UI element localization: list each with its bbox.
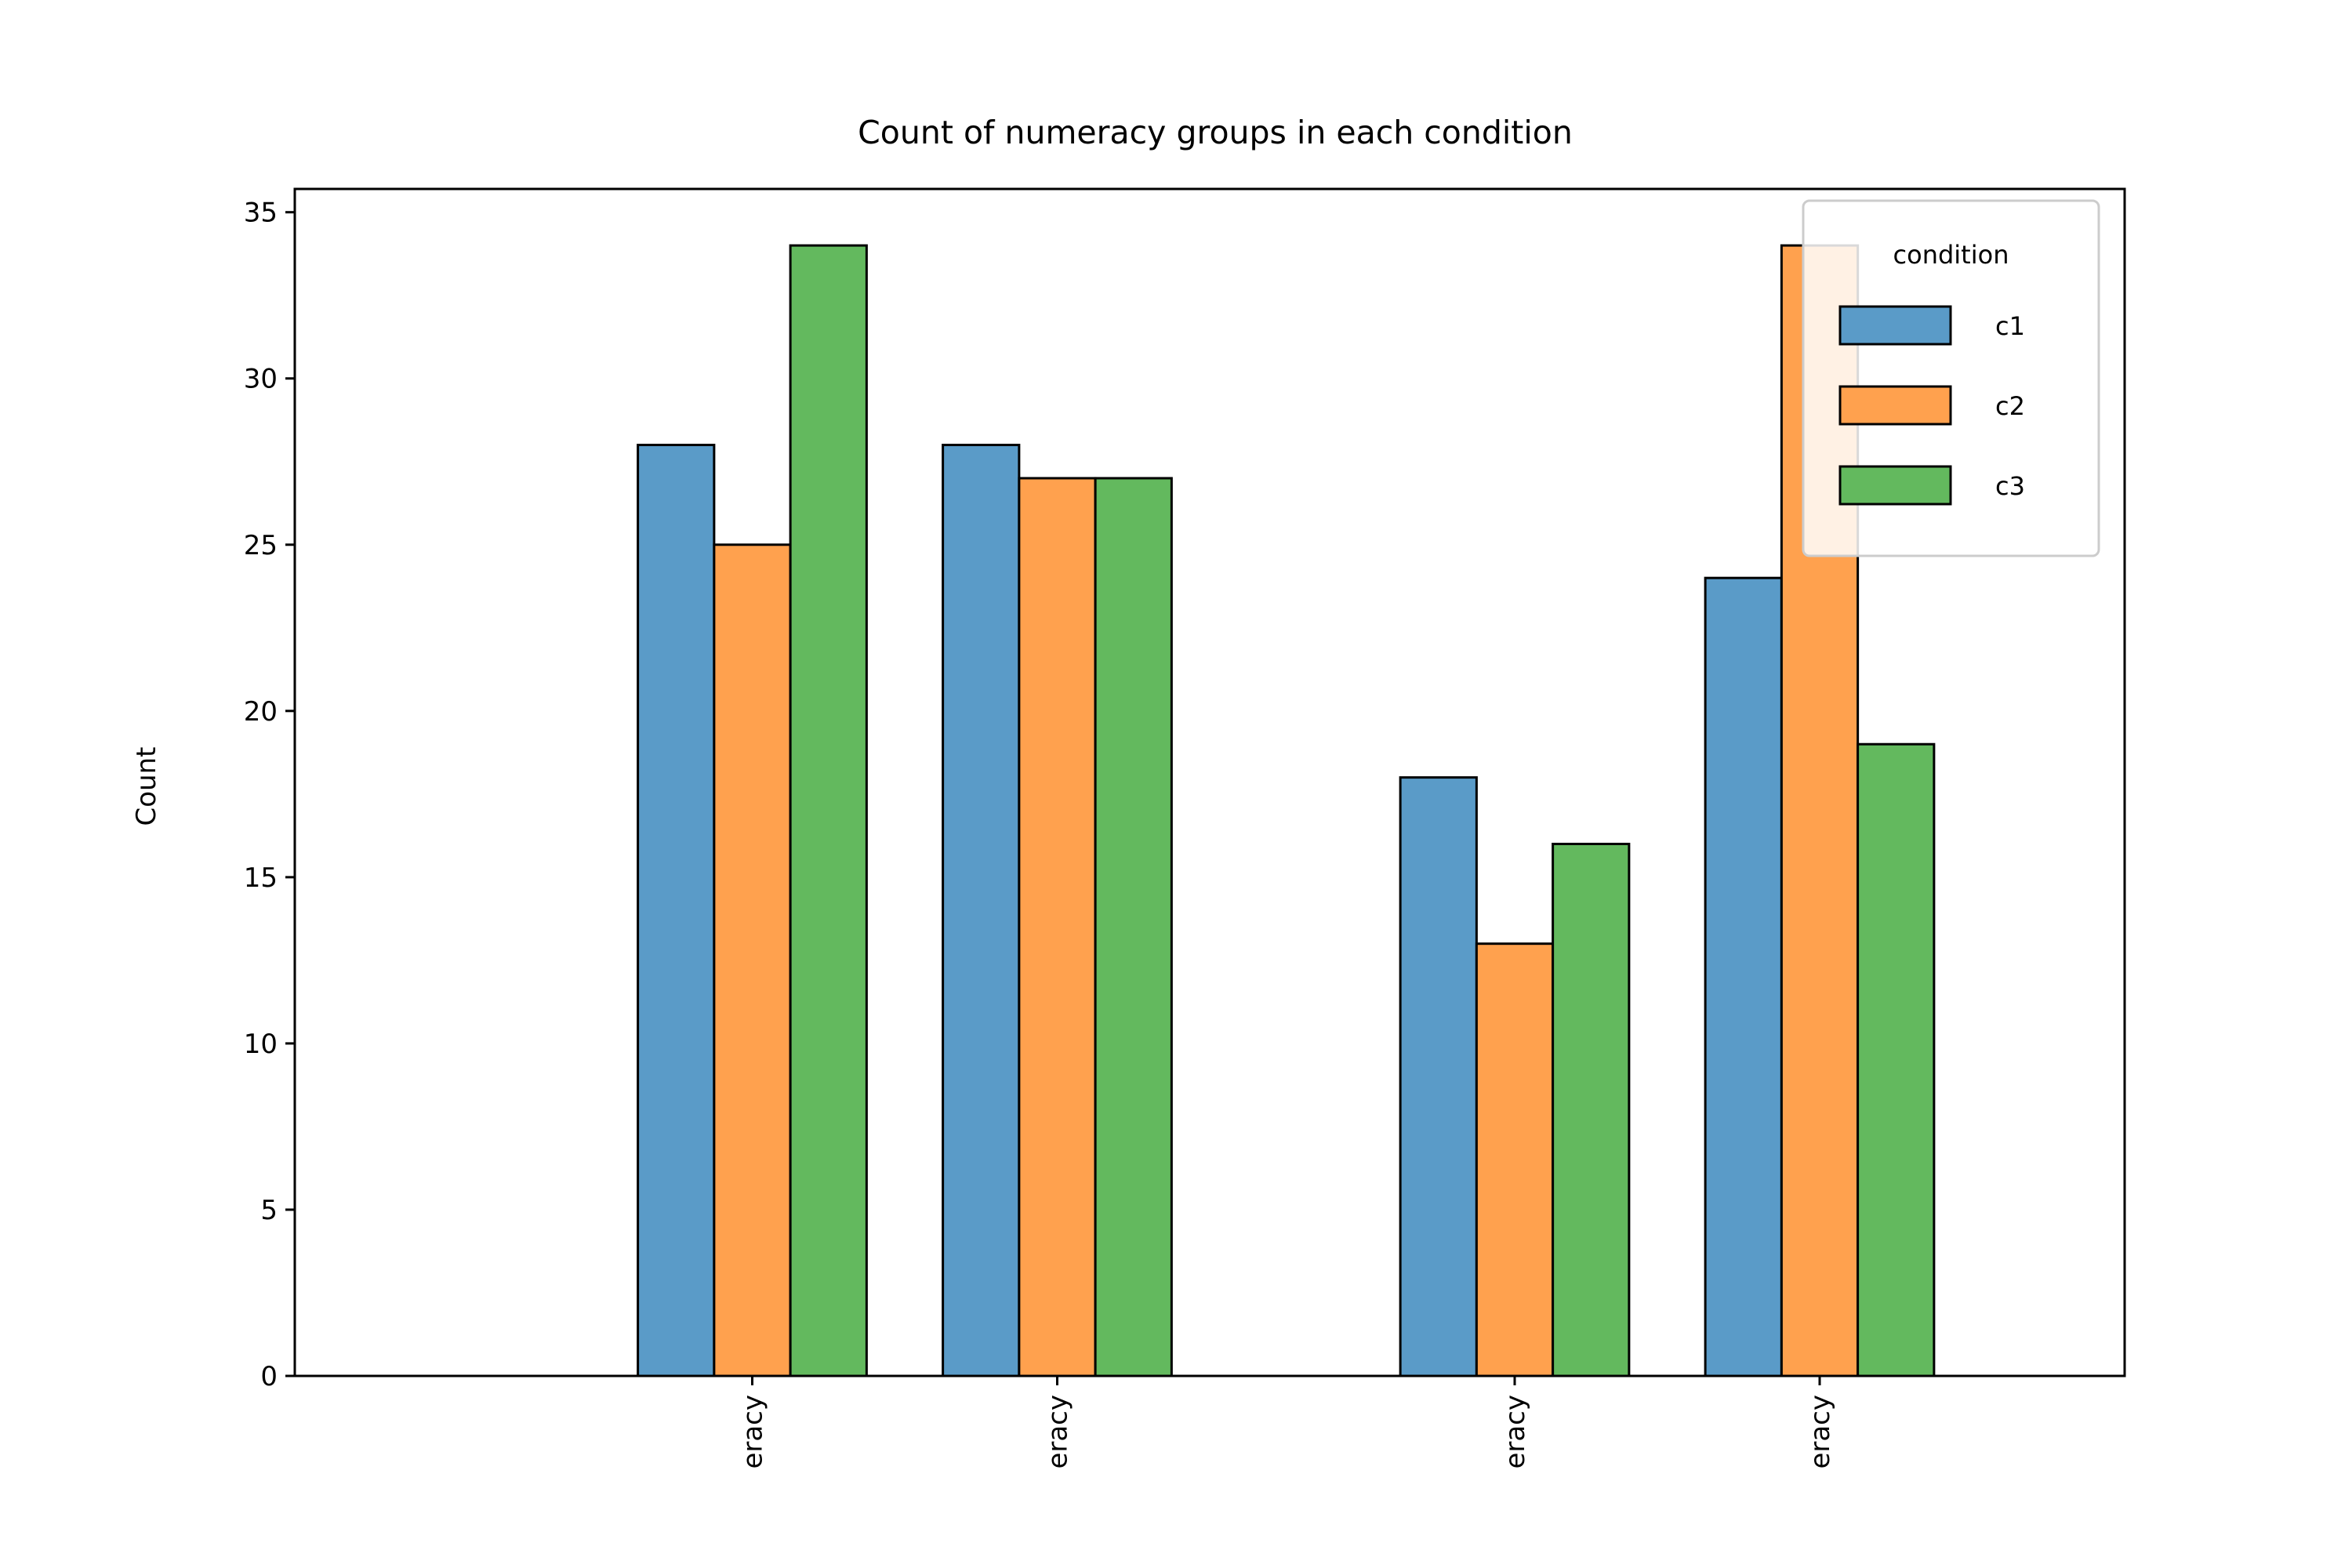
bar-c3-1 xyxy=(1094,477,1173,1377)
bar-c2-2 xyxy=(1475,942,1555,1377)
legend-title: condition xyxy=(1893,240,2009,270)
y-ticks-group: 0 5 10 15 20 25 30 35 xyxy=(244,198,295,1392)
y-tick-label: 20 xyxy=(244,696,278,728)
plot-frame xyxy=(293,187,2126,1377)
legend-swatch-c2 xyxy=(1838,385,1952,426)
bar-c2-1 xyxy=(1018,477,1097,1377)
legend: condition c1 c2 c3 xyxy=(1802,199,2100,557)
y-tick-label: 35 xyxy=(244,198,278,229)
y-tick-label: 15 xyxy=(244,862,278,894)
bar-c3-0 xyxy=(789,244,868,1377)
x-tick-label: eracy xyxy=(1043,1395,1074,1469)
bar-c1-3 xyxy=(1704,576,1783,1377)
bar-c1-1 xyxy=(942,444,1021,1377)
y-tick-label: 0 xyxy=(260,1361,278,1392)
bars-group xyxy=(637,244,1936,1377)
x-tick-label: eracy xyxy=(1500,1395,1531,1469)
bar-c2-0 xyxy=(713,543,792,1377)
bar-c1-0 xyxy=(637,444,716,1377)
legend-label-c3: c3 xyxy=(1995,471,2025,501)
x-tick-label: eracy xyxy=(1805,1395,1836,1469)
y-tick-label: 25 xyxy=(244,530,278,561)
legend-swatch-c1 xyxy=(1838,305,1952,346)
chart-title: Count of numeracy groups in each conditi… xyxy=(858,114,1573,151)
bar-c3-3 xyxy=(1857,742,1936,1377)
y-tick-label: 30 xyxy=(244,364,278,395)
y-axis-label: Count xyxy=(131,747,162,826)
bar-c3-2 xyxy=(1552,842,1631,1377)
legend-label-c2: c2 xyxy=(1995,391,2025,421)
legend-label-c1: c1 xyxy=(1995,311,2025,341)
x-ticks-group: eracy eracy eracy eracy xyxy=(738,1376,1836,1469)
x-tick-label: eracy xyxy=(738,1395,769,1469)
y-tick-label: 10 xyxy=(244,1029,278,1060)
y-tick-label: 5 xyxy=(260,1195,278,1226)
bar-c1-2 xyxy=(1399,776,1478,1377)
legend-swatch-c3 xyxy=(1838,465,1952,506)
